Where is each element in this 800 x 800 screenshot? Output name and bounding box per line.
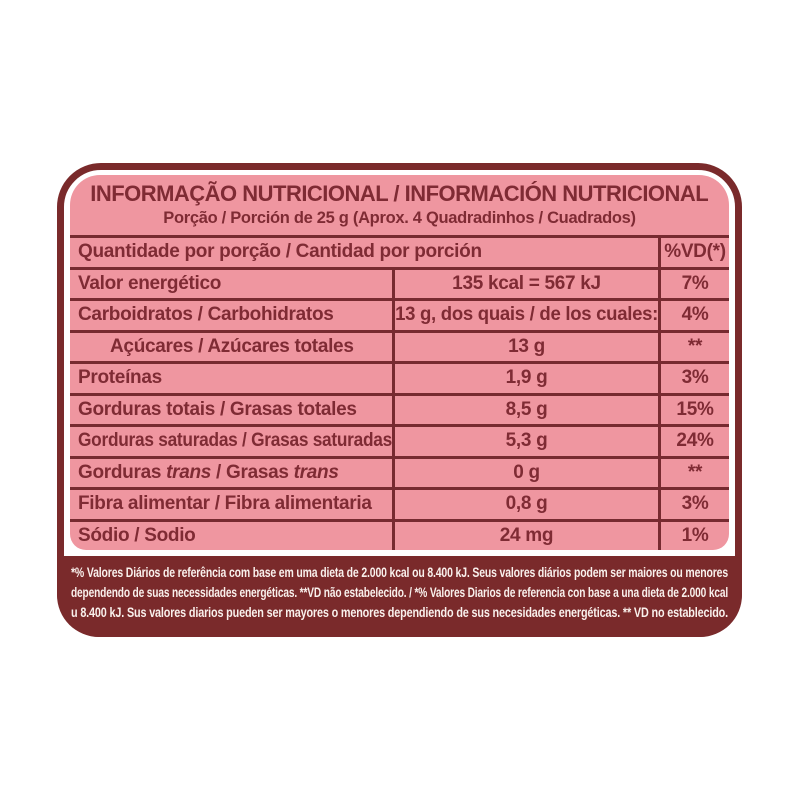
row-value: 0,8 g bbox=[392, 490, 658, 519]
row-daily-value: ** bbox=[658, 458, 729, 487]
row-value: 24 mg bbox=[392, 521, 658, 550]
row-name: Gorduras totais / Grasas totales bbox=[78, 398, 357, 420]
row-daily-value: 7% bbox=[658, 269, 729, 298]
row-value: 8,5 g bbox=[392, 395, 658, 424]
row-daily-value: 3% bbox=[658, 490, 729, 519]
label-header: INFORMAÇÃO NUTRICIONAL / INFORMACIÓN NUT… bbox=[70, 175, 729, 235]
label-subtitle-text: Porção / Porción de 25 g (Aprox. 4 Quadr… bbox=[163, 209, 636, 227]
row-value: 135 kcal = 567 kJ bbox=[392, 269, 658, 298]
row-name: Proteínas bbox=[78, 367, 162, 389]
row-value: 0 g bbox=[392, 458, 658, 487]
row-name: Gorduras saturadas / Grasas saturadas bbox=[78, 430, 392, 452]
row-daily-value: 4% bbox=[658, 301, 729, 330]
row-name: Gorduras trans / Grasas trans bbox=[78, 461, 339, 483]
nutrition-table: Quantidade por porção / Cantidad por por… bbox=[70, 235, 729, 550]
footnote-line: *% Valores Diários de referência com bas… bbox=[71, 564, 728, 580]
row-value: 13 g bbox=[392, 332, 658, 361]
row-daily-value: 15% bbox=[658, 395, 729, 424]
label-title: INFORMAÇÃO NUTRICIONAL / INFORMACIÓN NUT… bbox=[90, 181, 710, 207]
nutrition-label-body: INFORMAÇÃO NUTRICIONAL / INFORMACIÓN NUT… bbox=[70, 175, 729, 550]
table-row: Gorduras totais / Grasas totales 8,5 g 15% bbox=[70, 392, 729, 424]
row-name: Valor energético bbox=[78, 272, 222, 294]
column-header-daily-value: %VD(*) bbox=[658, 238, 729, 267]
row-daily-value: 24% bbox=[658, 427, 729, 456]
table-row: Valor energético 135 kcal = 567 kJ 7% bbox=[70, 266, 729, 298]
row-name: Carboidratos / Carbohidratos bbox=[78, 304, 334, 326]
nutrition-table-body: Valor energético 135 kcal = 567 kJ 7% Carbo… bbox=[70, 266, 729, 550]
label-subtitle: Porção / Porción de 25 g (Aprox. 4 Quadr… bbox=[163, 207, 636, 229]
label-title-text: INFORMAÇÃO NUTRICIONAL / INFORMACIÓN NUT… bbox=[90, 181, 710, 206]
row-daily-value: ** bbox=[658, 332, 729, 361]
row-value: 5,3 g bbox=[392, 427, 658, 456]
row-name: Açúcares / Azúcares totales bbox=[110, 335, 354, 357]
table-row: Fibra alimentar / Fibra alimentaria 0,8 g… bbox=[70, 487, 729, 519]
row-name: Sódio / Sodio bbox=[78, 524, 196, 546]
table-row: Carboidratos / Carbohidratos 13 g, dos qu… bbox=[70, 298, 729, 330]
row-value: 13 g, dos quais / de los cuales: bbox=[392, 301, 658, 330]
footnote-line: u 8.400 kJ. Sus valores diarios pueden s… bbox=[71, 604, 728, 620]
table-row: Proteínas 1,9 g 3% bbox=[70, 361, 729, 393]
table-row: Gorduras saturadas / Grasas saturadas 5,3… bbox=[70, 424, 729, 456]
row-daily-value: 1% bbox=[658, 521, 729, 550]
table-row: Sódio / Sodio 24 mg 1% bbox=[70, 518, 729, 550]
footnote-line: dependendo de suas necessidades energéti… bbox=[71, 584, 728, 600]
table-row: Gorduras trans / Grasas trans 0 g ** bbox=[70, 455, 729, 487]
table-header-row: Quantidade por porção / Cantidad por por… bbox=[70, 235, 729, 267]
column-header-quantity: Quantidade por porção / Cantidad por por… bbox=[78, 241, 482, 263]
nutrition-label: INFORMAÇÃO NUTRICIONAL / INFORMACIÓN NUT… bbox=[57, 163, 742, 637]
table-row: Açúcares / Azúcares totales 13 g ** bbox=[70, 329, 729, 361]
row-value: 1,9 g bbox=[392, 364, 658, 393]
label-footnote: *% Valores Diários de referência com bas… bbox=[57, 556, 742, 637]
row-name: Fibra alimentar / Fibra alimentaria bbox=[78, 493, 372, 515]
row-daily-value: 3% bbox=[658, 364, 729, 393]
